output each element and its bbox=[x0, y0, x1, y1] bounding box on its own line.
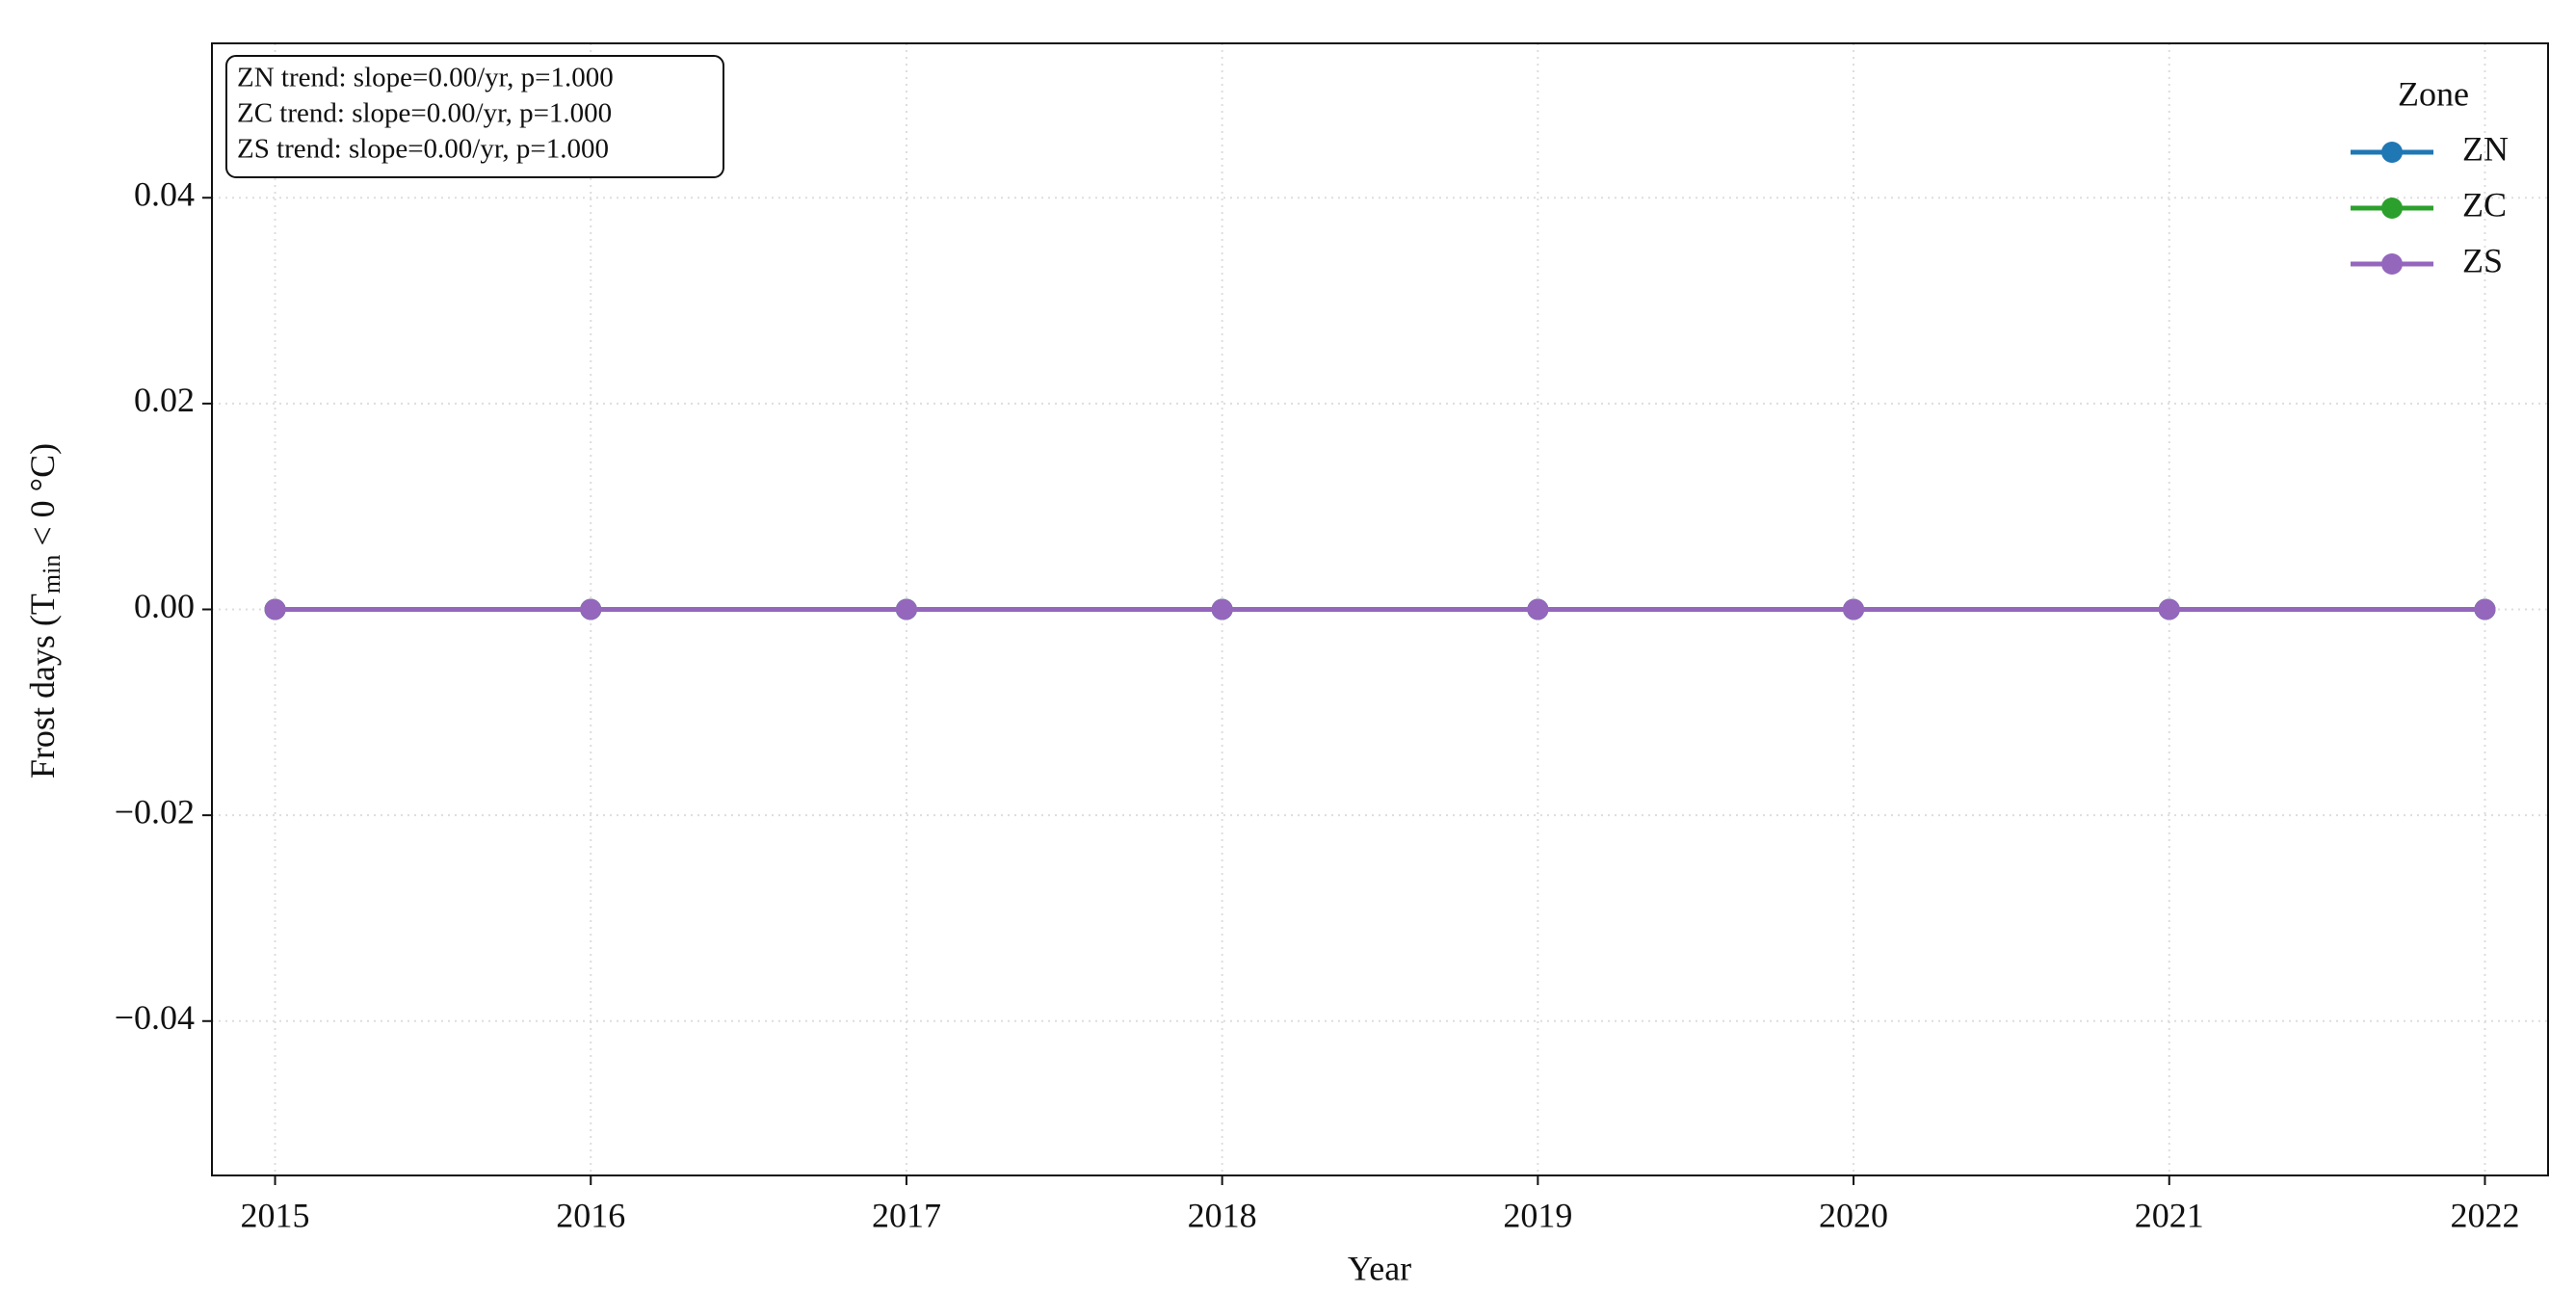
x-tick-label: 2015 bbox=[241, 1196, 310, 1234]
annotation-box bbox=[225, 55, 724, 178]
axes-frame bbox=[211, 42, 2549, 1176]
legend-title: Zone bbox=[2398, 74, 2469, 113]
data-point bbox=[2474, 598, 2496, 620]
legend-label: ZN bbox=[2462, 129, 2509, 168]
x-tick-label: 2021 bbox=[2135, 1196, 2204, 1234]
y-axis-label-sub: min bbox=[38, 555, 66, 594]
legend-label: ZS bbox=[2462, 241, 2503, 279]
x-tick-label: 2020 bbox=[1819, 1196, 1888, 1234]
data-point bbox=[1843, 598, 1865, 620]
x-tick-label: 2016 bbox=[556, 1196, 625, 1234]
data-point bbox=[895, 598, 917, 620]
legend-marker bbox=[2381, 142, 2403, 163]
data-point bbox=[264, 598, 286, 620]
x-tick-label: 2022 bbox=[2450, 1196, 2519, 1234]
annotation: ZN trend: slope=0.00/yr, p=1.000 bbox=[237, 63, 614, 93]
y-axis-label-end: < 0 °C) bbox=[23, 443, 62, 555]
y-tick-label: −0.04 bbox=[115, 998, 195, 1037]
x-axis-label: Year bbox=[1348, 1249, 1411, 1287]
data-point bbox=[2158, 598, 2180, 620]
data-point bbox=[1211, 598, 1233, 620]
legend-label: ZC bbox=[2462, 185, 2507, 224]
x-tick-label: 2018 bbox=[1188, 1196, 1257, 1234]
legend-marker bbox=[2381, 198, 2403, 219]
x-tick-label: 2017 bbox=[872, 1196, 941, 1234]
data-point bbox=[580, 598, 602, 620]
y-tick-label: 0.04 bbox=[134, 174, 195, 213]
y-axis-label-main: Frost days (T bbox=[23, 594, 62, 778]
y-tick-label: −0.02 bbox=[115, 792, 195, 831]
y-tick-label: 0.00 bbox=[134, 587, 195, 625]
legend-marker bbox=[2381, 253, 2403, 275]
annotation: ZC trend: slope=0.00/yr, p=1.000 bbox=[237, 98, 612, 129]
y-tick-label: 0.02 bbox=[134, 381, 195, 419]
x-tick-label: 2019 bbox=[1503, 1196, 1572, 1234]
y-axis-label: Frost days (Tmin < 0 °C) bbox=[23, 443, 66, 778]
annotation: ZS trend: slope=0.00/yr, p=1.000 bbox=[237, 134, 609, 165]
data-point bbox=[1527, 598, 1549, 620]
